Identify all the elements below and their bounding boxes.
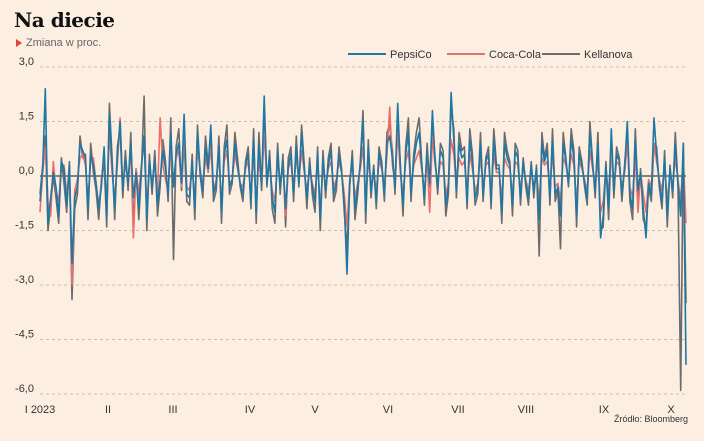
legend-label: Kellanova: [584, 49, 633, 61]
x-tick-label: II: [105, 404, 111, 416]
series-line-pepsico: [39, 88, 687, 365]
chart-subtitle: Zmiana w proc.: [16, 37, 101, 49]
y-tick-label: -6,0: [15, 383, 34, 395]
y-tick-label: 3,0: [19, 56, 34, 68]
series-lines: [39, 88, 687, 392]
x-axis-ticks: I 2023 II III IV V VI VII VIII IX X: [25, 404, 676, 416]
x-tick-label: III: [168, 404, 177, 416]
y-tick-label: 1,5: [19, 111, 34, 123]
x-tick-label: IX: [599, 404, 610, 416]
legend-label: Coca-Cola: [489, 49, 542, 61]
x-tick-label: X: [667, 404, 675, 416]
x-tick-label: I 2023: [25, 404, 56, 416]
subtitle-text: Zmiana w proc.: [26, 37, 102, 49]
x-tick-label: VI: [383, 404, 393, 416]
x-tick-label: IV: [245, 404, 256, 416]
y-axis-ticks: 3,0 1,5 0,0 -1,5 -3,0 -4,5 -6,0: [15, 56, 34, 395]
y-tick-label: -4,5: [15, 329, 34, 341]
y-tick-label: -1,5: [15, 220, 34, 232]
legend: PepsiCo Coca-Cola Kellanova: [348, 49, 633, 61]
subtitle-triangle-icon: [16, 39, 22, 47]
chart-title: Na diecie: [14, 8, 115, 32]
x-tick-label: VIII: [518, 404, 535, 416]
source-note: Źródło: Bloomberg: [613, 414, 688, 424]
x-tick-label: VII: [451, 404, 464, 416]
x-tick-label: V: [311, 404, 319, 416]
y-tick-label: 0,0: [19, 165, 34, 177]
y-tick-label: -3,0: [15, 274, 34, 286]
legend-label: PepsiCo: [390, 49, 432, 61]
